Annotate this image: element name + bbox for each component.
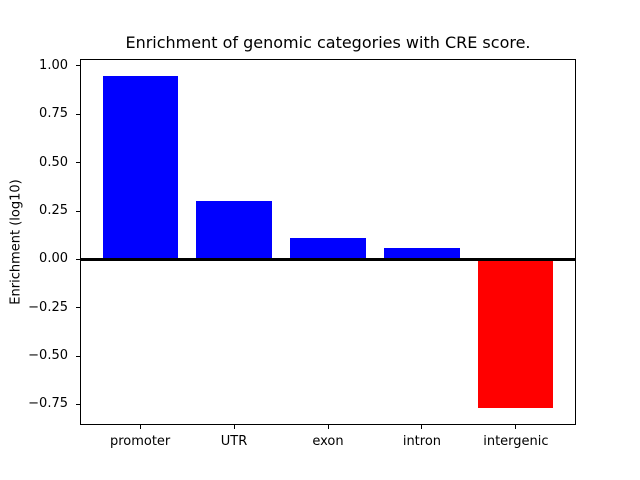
- bar-promoter: [102, 75, 178, 260]
- x-tick-label-intron: intron: [402, 434, 442, 449]
- x-tick: [327, 425, 329, 429]
- y-tick-label: −0.75: [28, 396, 68, 412]
- x-tick: [421, 425, 423, 429]
- y-axis-label: Enrichment (log10): [8, 179, 24, 305]
- chart-title: Enrichment of genomic categories with CR…: [125, 33, 531, 52]
- bar-UTR: [196, 201, 272, 260]
- y-tick: [76, 162, 80, 164]
- y-tick-label: 1.00: [39, 57, 68, 73]
- x-tick-label-UTR: UTR: [220, 434, 248, 449]
- y-tick: [76, 258, 80, 260]
- y-tick: [76, 355, 80, 357]
- y-tick: [76, 113, 80, 115]
- bar-intron: [384, 247, 460, 260]
- x-tick: [515, 425, 517, 429]
- x-tick: [139, 425, 141, 429]
- y-tick-label: −0.25: [28, 299, 68, 315]
- y-tick-label: 0.00: [39, 251, 68, 267]
- y-tick-label: −0.50: [28, 348, 68, 364]
- bar-intergenic: [478, 259, 554, 409]
- bar-exon: [290, 238, 366, 260]
- y-tick-label: 0.75: [39, 106, 68, 122]
- y-tick: [76, 210, 80, 212]
- x-tick-label-promoter: promoter: [109, 434, 171, 449]
- x-tick-label-exon: exon: [312, 434, 344, 449]
- zero-line: [80, 257, 576, 261]
- y-tick-label: 0.50: [39, 154, 68, 170]
- x-tick-label-intergenic: intergenic: [483, 434, 549, 449]
- y-tick: [76, 65, 80, 67]
- y-tick: [76, 403, 80, 405]
- x-tick: [233, 425, 235, 429]
- y-tick: [76, 307, 80, 309]
- y-tick-label: 0.25: [39, 203, 68, 219]
